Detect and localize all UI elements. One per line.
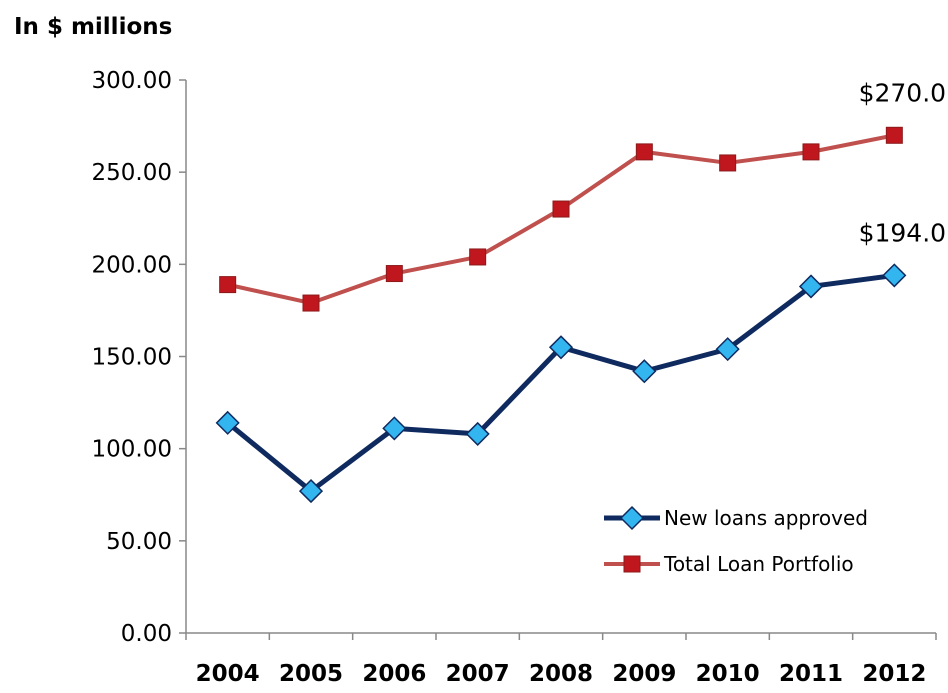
square-marker [885, 126, 903, 144]
square-marker [302, 294, 320, 312]
diamond-marker [715, 337, 740, 362]
legend: New loans approved Total Loan Portfolio [604, 505, 868, 576]
legend-marker [623, 555, 641, 573]
legend-entry: New loans approved [604, 505, 868, 531]
legend-entry: Total Loan Portfolio [604, 552, 854, 576]
legend-label: New loans approved [664, 506, 868, 530]
x-tick-label: 2012 [862, 661, 926, 687]
end-value-label: $270.0 [859, 78, 946, 107]
series-new-loans-approved [215, 263, 907, 504]
y-tick-labels: 0.00 50.00 100.00 150.00 200.00 250.00 300.00 [92, 68, 172, 647]
diamond-marker [882, 263, 907, 288]
y-tick-label: 250.00 [92, 160, 172, 186]
y-axis-title: In $ millions [14, 14, 172, 40]
x-tick-label: 2011 [779, 661, 843, 687]
x-tick-label: 2006 [362, 661, 426, 687]
y-tick-label: 300.00 [92, 68, 172, 94]
square-marker [385, 265, 403, 283]
diamond-marker [298, 479, 324, 504]
legend-label: Total Loan Portfolio [663, 552, 854, 576]
diamond-marker [798, 274, 824, 299]
square-marker [802, 143, 820, 161]
x-tick-label: 2009 [612, 661, 676, 687]
x-tick-label: 2004 [196, 661, 260, 687]
y-tick-label: 0.00 [121, 621, 172, 647]
legend-marker [619, 505, 645, 531]
x-tick-label: 2008 [529, 661, 593, 687]
square-marker [469, 248, 487, 266]
square-marker [219, 276, 237, 294]
square-marker [719, 154, 737, 172]
y-tick-label: 150.00 [92, 345, 172, 371]
y-tick-label: 100.00 [92, 437, 172, 463]
data-labels: $194.0 $270.0 [859, 78, 946, 247]
x-tick-label: 2010 [696, 661, 760, 687]
series-layer [215, 126, 907, 504]
diamond-marker [548, 335, 574, 360]
x-tick-label: 2007 [446, 661, 510, 687]
series-line [227, 133, 895, 306]
x-tick-label: 2005 [279, 661, 343, 687]
series-line [226, 272, 895, 494]
x-tick-labels: 2004 2005 2006 2007 2008 2009 2010 2011 2012 [196, 661, 927, 687]
axes [179, 79, 937, 640]
diamond-marker [382, 416, 407, 441]
diamond-marker [632, 359, 657, 384]
series-total-loan-portfolio [219, 126, 903, 312]
diamond-marker [465, 421, 490, 446]
diamond-marker [215, 410, 240, 435]
y-tick-label: 50.00 [106, 529, 172, 555]
square-marker [552, 200, 570, 218]
end-value-label: $194.0 [859, 218, 946, 247]
square-marker [635, 143, 653, 161]
y-tick-label: 200.00 [92, 252, 172, 278]
